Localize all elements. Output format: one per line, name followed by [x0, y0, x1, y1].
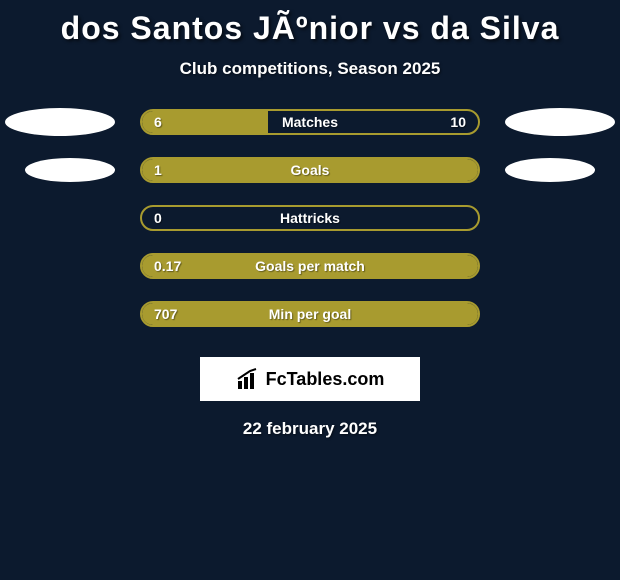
bar-container: 0Hattricks: [140, 205, 480, 231]
bar-container: 707Min per goal: [140, 301, 480, 327]
bar-container: 1Goals: [140, 157, 480, 183]
page-subtitle: Club competitions, Season 2025: [180, 59, 441, 79]
left-pill: [25, 158, 115, 182]
right-pill: [505, 108, 615, 136]
logo-box: FcTables.com: [200, 357, 420, 401]
right-pill: [505, 158, 595, 182]
comparison-row: 0.17Goals per match: [0, 253, 620, 279]
comparison-row: 707Min per goal: [0, 301, 620, 327]
date-text: 22 february 2025: [243, 419, 377, 439]
bar-container: 6Matches10: [140, 109, 480, 135]
comparison-rows: 6Matches10 1Goals 0Hattricks 0.17Goals per …: [0, 109, 620, 349]
bar-right-value: 10: [450, 114, 466, 130]
comparison-row: 1Goals: [0, 157, 620, 183]
chart-icon: [236, 367, 260, 391]
page-title: dos Santos JÃºnior vs da Silva: [61, 10, 560, 47]
comparison-row: 0Hattricks: [0, 205, 620, 231]
comparison-row: 6Matches10: [0, 109, 620, 135]
bar-label: Min per goal: [142, 306, 478, 322]
bar-label: Matches: [142, 114, 478, 130]
logo-text: FcTables.com: [266, 369, 385, 390]
left-pill: [5, 108, 115, 136]
bar-label: Goals per match: [142, 258, 478, 274]
bar-label: Goals: [142, 162, 478, 178]
bar-label: Hattricks: [142, 210, 478, 226]
bar-container: 0.17Goals per match: [140, 253, 480, 279]
